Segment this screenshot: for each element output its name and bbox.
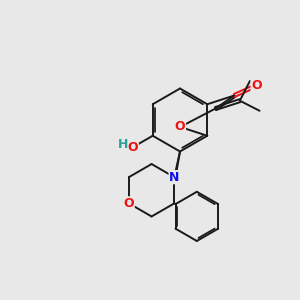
Text: O: O bbox=[128, 141, 138, 154]
Text: H: H bbox=[118, 138, 129, 151]
Text: N: N bbox=[169, 171, 179, 184]
Text: O: O bbox=[251, 79, 262, 92]
Text: O: O bbox=[124, 197, 134, 210]
Text: O: O bbox=[175, 120, 185, 134]
